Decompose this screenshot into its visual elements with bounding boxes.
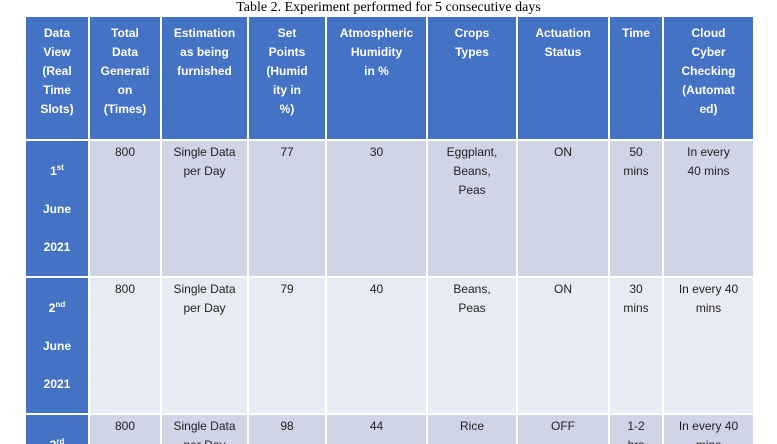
cell-humidity: 40	[325, 276, 428, 415]
cell-crops: Beans, Peas	[426, 276, 518, 415]
cell-total-data: 800	[88, 139, 162, 278]
cell-crops: Eggplant, Beans, Peas	[426, 139, 518, 278]
cell-cloud-check: In every 40 mins	[662, 276, 755, 415]
cell-total-data: 800	[88, 413, 162, 444]
cell-humidity: 44	[325, 413, 428, 444]
cell-estimation: Single Data per Day	[160, 139, 249, 278]
table-row: 1st June 2021 800 Single Data per Day 77…	[24, 139, 755, 278]
header-time: Time	[608, 15, 664, 141]
date-line-day: 1st	[50, 163, 64, 179]
cell-actuation: OFF	[516, 413, 610, 444]
header-actuation-status: Actuation Status	[516, 15, 610, 141]
date-cell: 3rd June 2021	[24, 413, 90, 444]
header-atmospheric-humidity: Atmospheric Humidity in %	[325, 15, 428, 141]
ordinal-suffix: st	[56, 163, 64, 172]
cell-set-point: 98	[247, 413, 327, 444]
experiment-table: Data View (Real Time Slots) Total Data G…	[24, 15, 755, 444]
date-line-year: 2021	[43, 240, 71, 254]
table-caption: Table 2. Experiment performed for 5 cons…	[236, 0, 541, 15]
cell-set-point: 77	[247, 139, 327, 278]
ordinal-suffix: nd	[55, 300, 66, 309]
table-row: 3rd June 2021 800 Single Data per Day 98…	[24, 413, 755, 444]
header-crops-types: Crops Types	[426, 15, 518, 141]
date-line-year: 2021	[43, 377, 71, 391]
cell-actuation: ON	[516, 139, 610, 278]
cell-crops: Rice	[426, 413, 518, 444]
cell-cloud-check: In every 40 mins	[662, 413, 755, 444]
header-cloud-cyber-checking: Cloud Cyber Checking (Automat ed)	[662, 15, 755, 141]
date-cell: 1st June 2021	[24, 139, 90, 278]
cell-time: 50 mins	[608, 139, 664, 278]
cell-time: 30 mins	[608, 276, 664, 415]
date-cell: 2nd June 2021	[24, 276, 90, 415]
cell-estimation: Single Data per Day	[160, 413, 249, 444]
header-estimation: Estimation as being furnished	[160, 15, 249, 141]
header-set-points: Set Points (Humid ity in %)	[247, 15, 327, 141]
table-row: 2nd June 2021 800 Single Data per Day 79…	[24, 276, 755, 415]
ordinal-suffix: rd	[56, 437, 65, 444]
cell-humidity: 30	[325, 139, 428, 278]
cell-cloud-check: In every 40 mins	[662, 139, 755, 278]
cell-set-point: 79	[247, 276, 327, 415]
cell-estimation: Single Data per Day	[160, 276, 249, 415]
cell-actuation: ON	[516, 276, 610, 415]
header-data-view: Data View (Real Time Slots)	[24, 15, 90, 141]
cell-total-data: 800	[88, 276, 162, 415]
header-row: Data View (Real Time Slots) Total Data G…	[24, 15, 755, 141]
date-line-month: June	[42, 339, 71, 353]
header-total-data-generation: Total Data Generati on (Times)	[88, 15, 162, 141]
cell-time: 1-2 hrs	[608, 413, 664, 444]
date-line-day: 3rd	[27, 436, 87, 444]
date-line-month: June	[42, 202, 71, 216]
date-line-day: 2nd	[48, 300, 66, 316]
